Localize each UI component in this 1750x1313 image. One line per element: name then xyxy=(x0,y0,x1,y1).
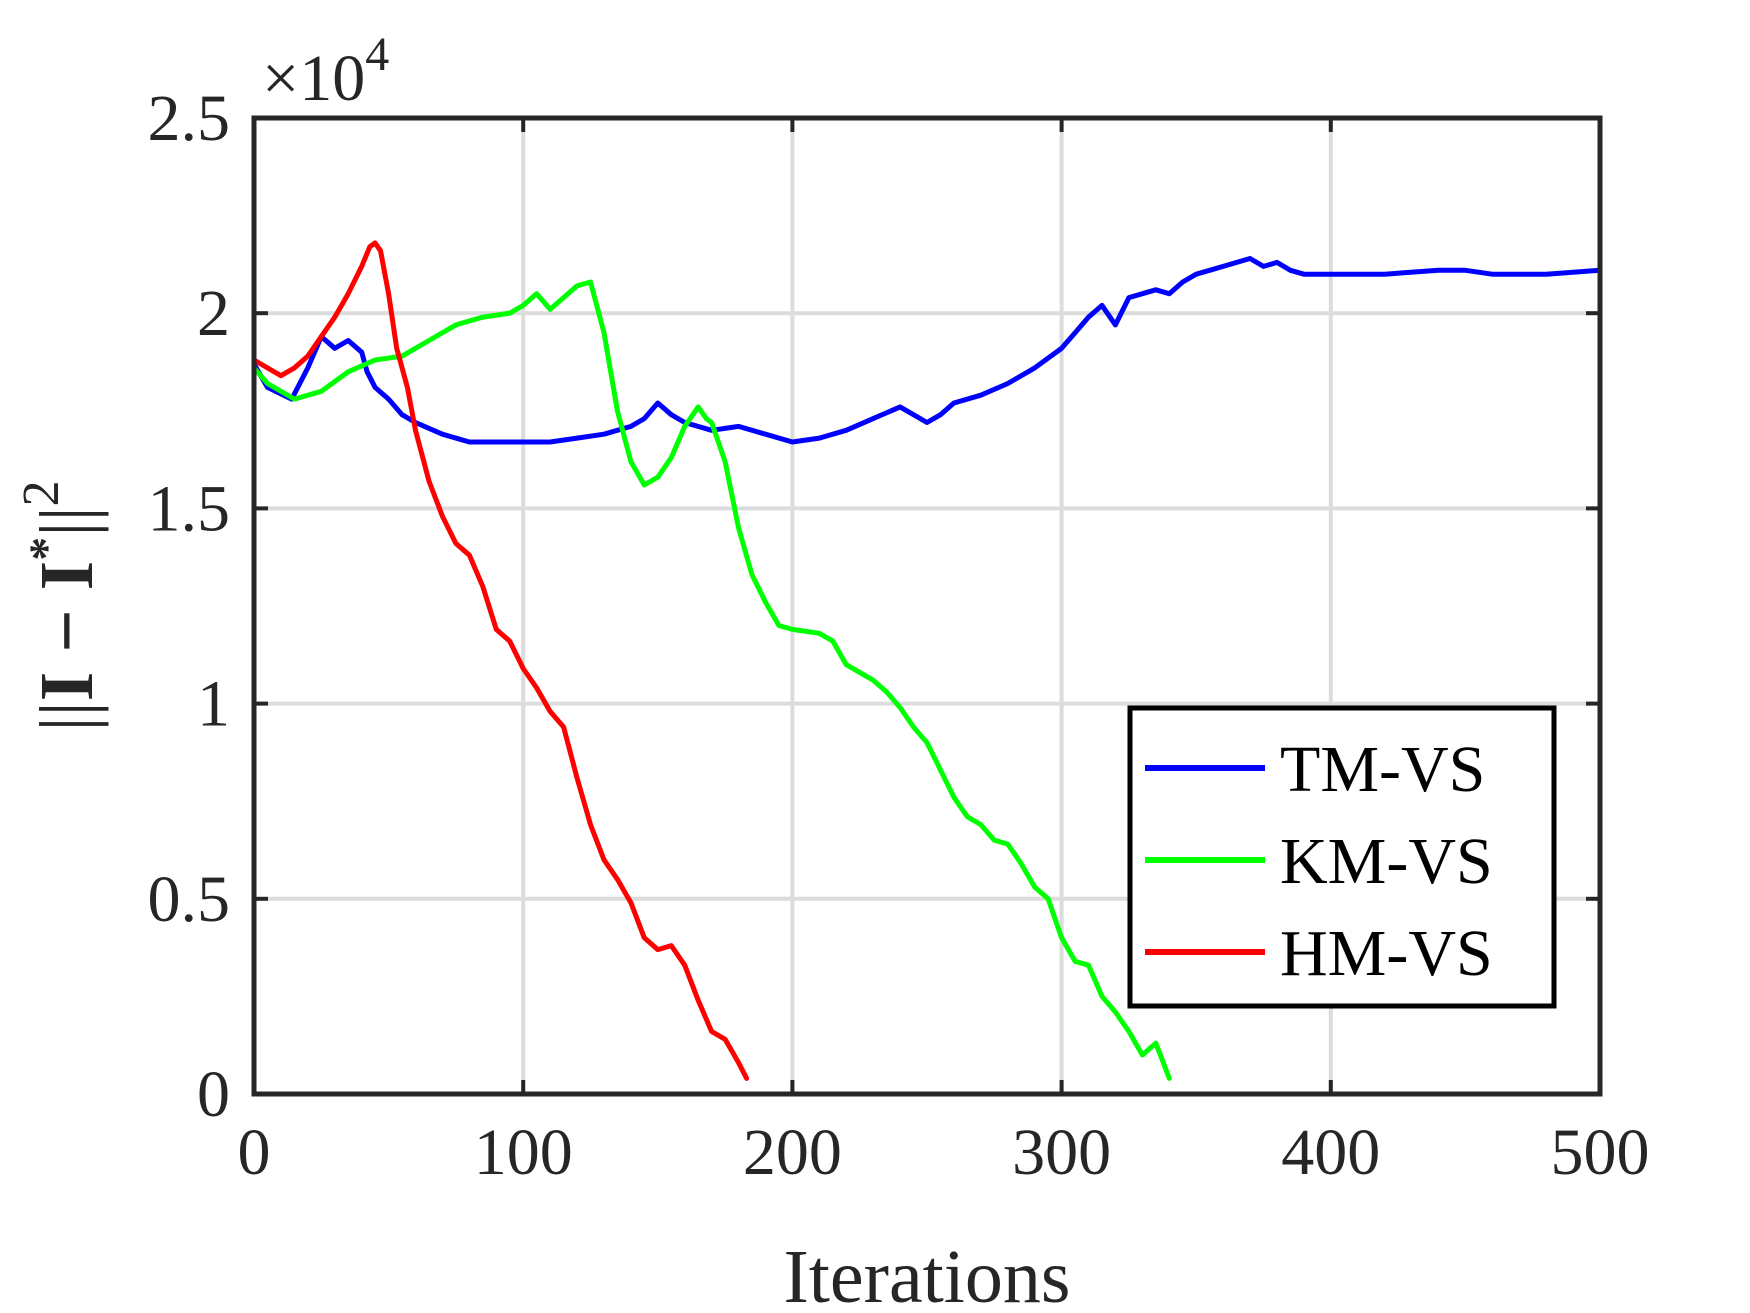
series-line-tm-vs xyxy=(254,256,1600,445)
x-tick-label: 200 xyxy=(743,1116,842,1189)
legend-items: TM-VS KM-VS HM-VS xyxy=(1145,733,1493,990)
legend-label-tm-vs: TM-VS xyxy=(1280,733,1485,806)
x-tick-label: 300 xyxy=(1012,1116,1111,1189)
x-axis-label: Iterations xyxy=(783,1235,1070,1313)
y-label-open-norm: || xyxy=(25,701,109,731)
y-label-power: 2 xyxy=(13,480,70,506)
x-tick-label: 0 xyxy=(238,1116,271,1189)
series-line-km-vs xyxy=(254,279,1172,1081)
exponent-base: ×10 xyxy=(262,42,365,115)
y-label-star: * xyxy=(20,537,73,561)
y-tick-label: 1.5 xyxy=(148,472,231,545)
legend-label-hm-vs: HM-VS xyxy=(1280,917,1493,990)
y-label-close-norm: || xyxy=(25,506,109,536)
y-tick-label: 0.5 xyxy=(148,863,231,936)
y-tick-labels: 0 0.5 1 1.5 2 2.5 xyxy=(148,82,231,1131)
x-tick-label: 500 xyxy=(1551,1116,1650,1189)
legend-label-km-vs: KM-VS xyxy=(1280,825,1493,898)
tick-marks xyxy=(252,116,1602,1096)
y-tick-label: 1 xyxy=(197,668,230,741)
y-tick-label: 2.5 xyxy=(148,82,231,155)
x-tick-label: 100 xyxy=(474,1116,573,1189)
x-tick-labels: 0 100 200 300 400 500 xyxy=(238,1116,1650,1189)
y-tick-label: 0 xyxy=(197,1058,230,1131)
series-layer xyxy=(254,240,1600,1081)
series-line-hm-vs xyxy=(254,240,750,1081)
y-axis-label: ||I − I*||2 xyxy=(13,480,109,731)
y-label-body: I − I xyxy=(25,561,109,701)
plot-frame xyxy=(251,115,1603,1097)
x-tick-label: 400 xyxy=(1281,1116,1380,1189)
exponent-power: 4 xyxy=(365,28,389,81)
svg-text:||I − I*||2: ||I − I*||2 xyxy=(13,480,109,731)
y-exponent-label: ×104 xyxy=(262,28,389,115)
y-tick-label: 2 xyxy=(197,277,230,350)
legend: TM-VS KM-VS HM-VS xyxy=(1127,705,1557,1009)
